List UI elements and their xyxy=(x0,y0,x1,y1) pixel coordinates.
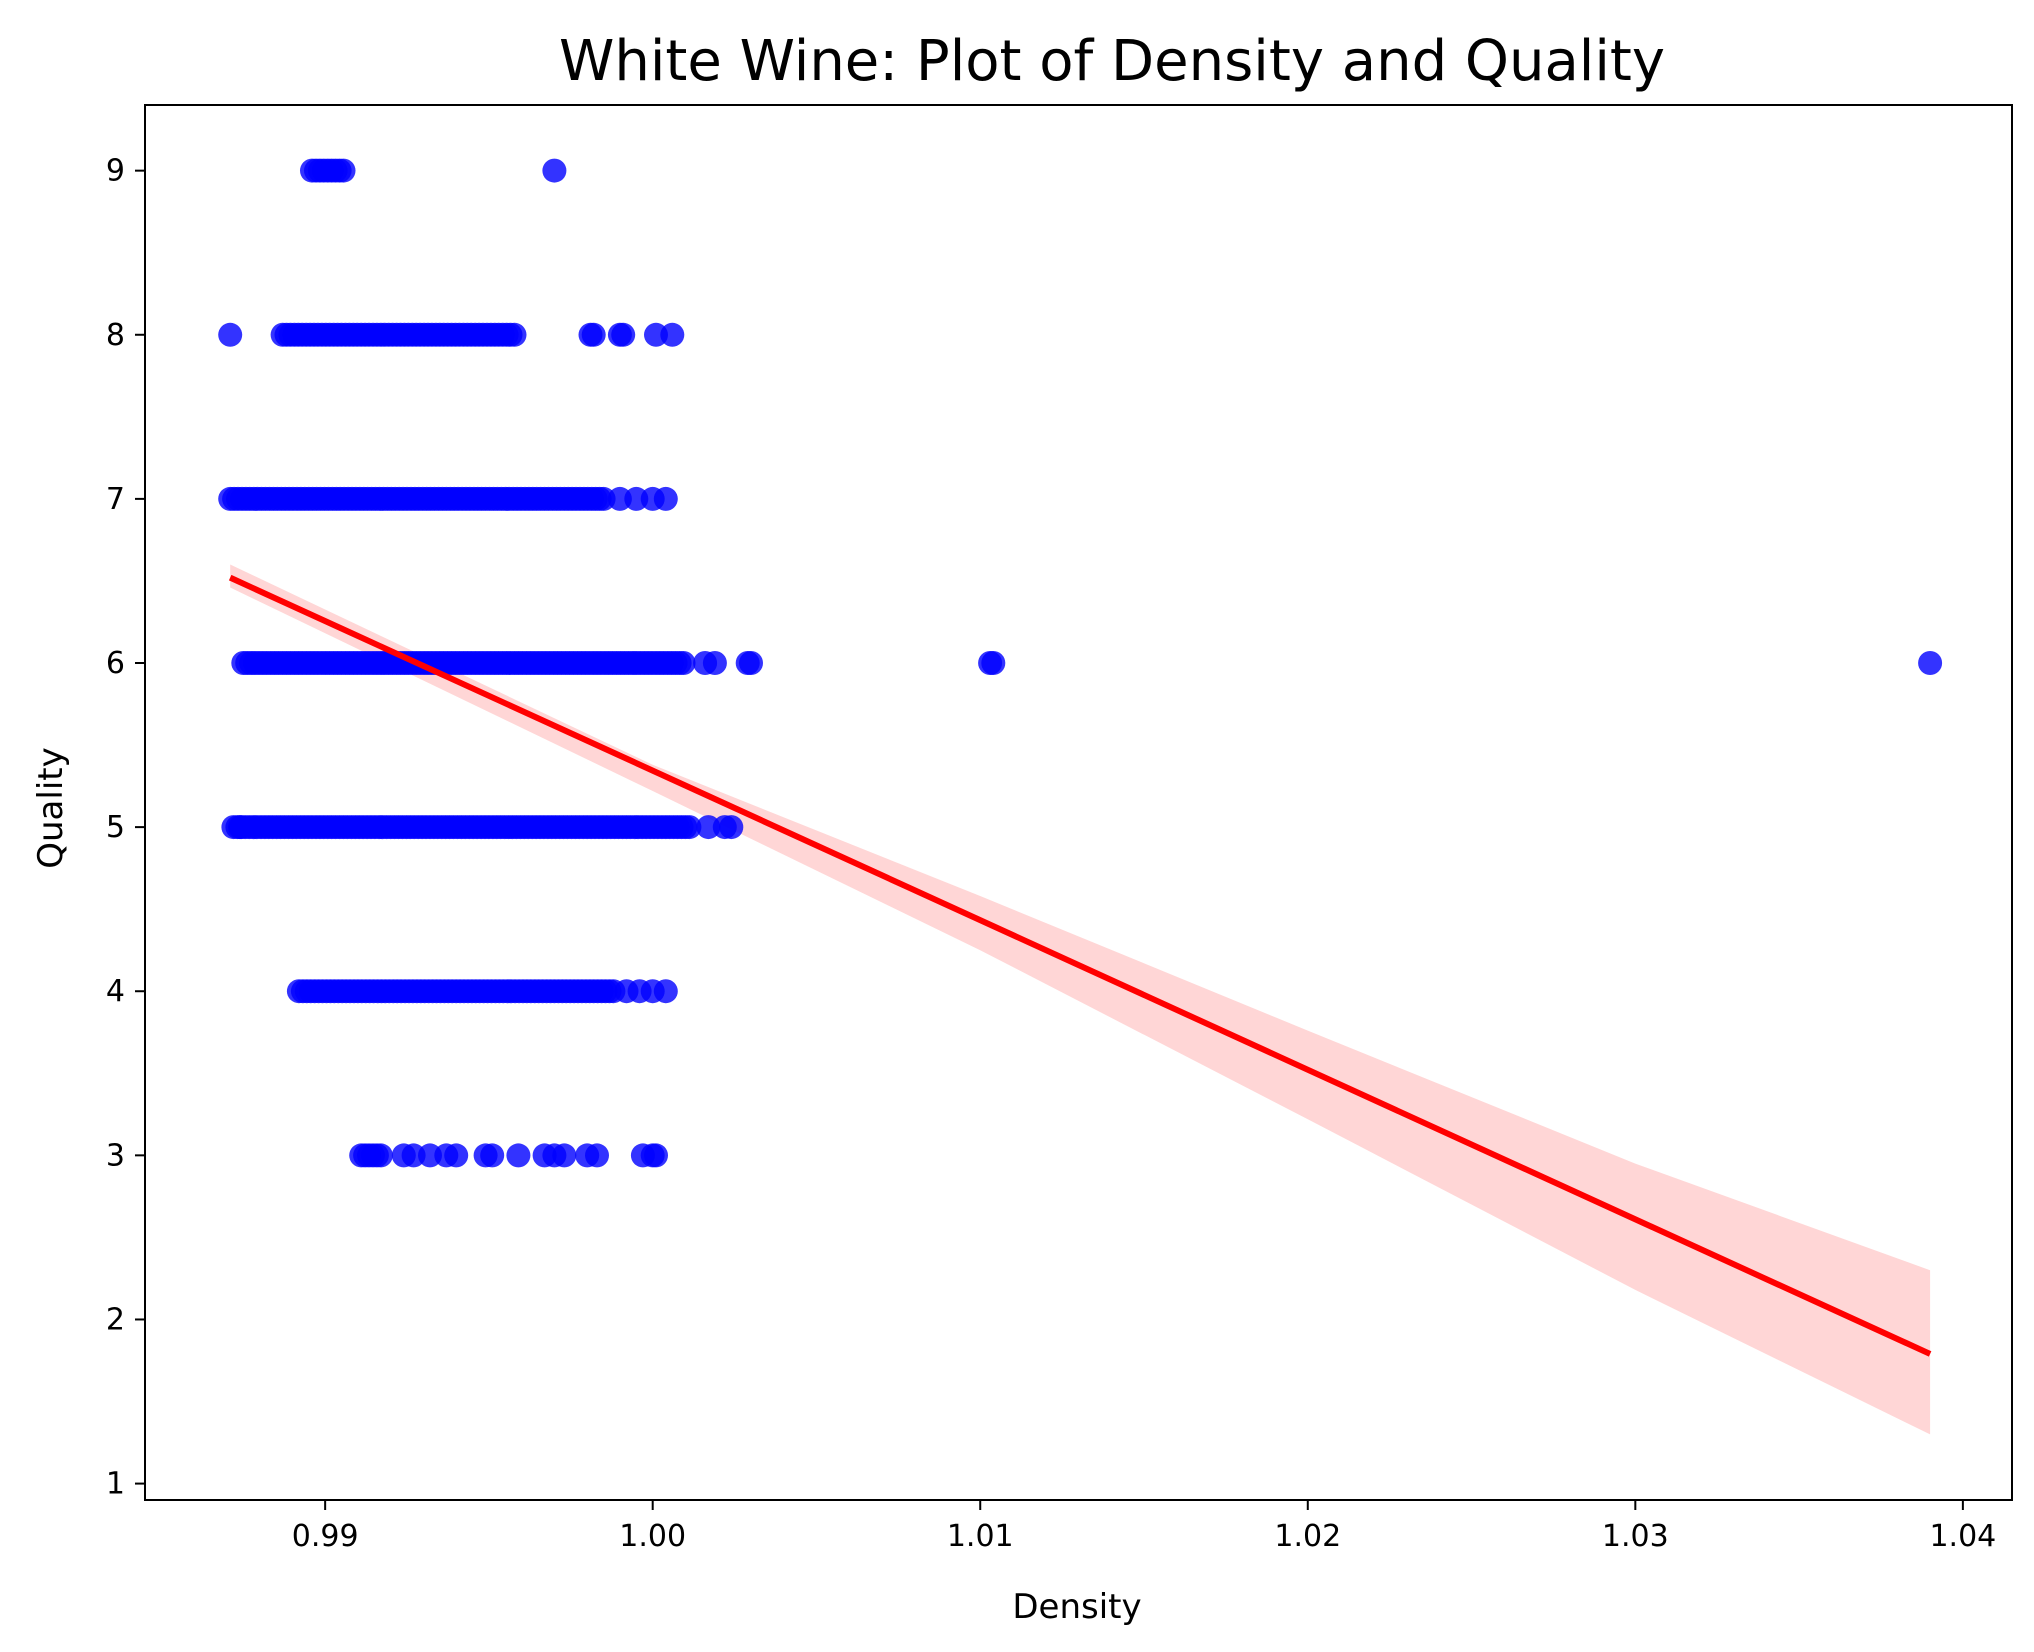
data-point xyxy=(653,486,678,511)
data-point xyxy=(581,322,606,347)
data-point xyxy=(607,486,632,511)
data-point xyxy=(218,322,243,347)
y-tick-label: 8 xyxy=(106,318,125,353)
data-point xyxy=(739,651,763,675)
y-tick-label: 6 xyxy=(106,646,125,681)
data-point xyxy=(653,979,678,1004)
y-tick-label: 7 xyxy=(106,482,125,517)
axes-layer: 0.99 1.00 1.01 1.02 1.03 1.04 1 2 3 4 5 6 7 8 9 xyxy=(106,104,2013,1554)
data-point xyxy=(660,322,685,347)
data-point xyxy=(702,651,727,675)
points-layer xyxy=(218,158,1943,1168)
data-point xyxy=(502,322,527,347)
y-tick-label: 2 xyxy=(106,1302,125,1337)
y-tick-label: 4 xyxy=(106,974,125,1009)
y-tick-label: 9 xyxy=(106,154,125,189)
x-axis-label: Density xyxy=(1012,1587,1141,1627)
regression-line xyxy=(228,574,1932,1357)
data-point xyxy=(671,651,696,675)
data-point xyxy=(228,815,252,840)
x-tick-label: 1.04 xyxy=(1929,1519,1996,1554)
data-point xyxy=(401,1143,426,1168)
confidence-band-layer xyxy=(230,564,1931,1435)
data-point xyxy=(677,815,702,840)
y-axis-label: Quality xyxy=(31,747,71,869)
data-point xyxy=(552,1143,577,1168)
data-point xyxy=(981,651,1006,675)
x-tick-label: 1.00 xyxy=(619,1519,686,1554)
data-point xyxy=(611,322,636,347)
x-tick-label: 1.03 xyxy=(1602,1519,1669,1554)
y-tick-label: 1 xyxy=(106,1467,125,1502)
data-point xyxy=(644,1143,668,1168)
x-tick-label: 1.02 xyxy=(1274,1519,1341,1554)
data-point xyxy=(368,1143,393,1168)
confidence-band xyxy=(230,564,1931,1435)
plot-frame xyxy=(144,104,2013,1501)
regression-line-layer xyxy=(228,574,1932,1357)
data-point xyxy=(480,1143,505,1168)
data-point xyxy=(444,1143,469,1168)
data-point xyxy=(585,1143,609,1168)
data-point xyxy=(1918,651,1943,675)
data-point xyxy=(542,158,567,183)
data-point xyxy=(506,1143,531,1168)
data-point xyxy=(331,158,356,183)
y-tick-label: 3 xyxy=(106,1138,125,1173)
data-point xyxy=(696,815,721,840)
chart-title: White Wine: Plot of Density and Quality xyxy=(559,29,1665,94)
data-point xyxy=(624,486,649,511)
data-point xyxy=(719,815,744,840)
x-tick-label: 1.01 xyxy=(947,1519,1014,1554)
x-tick-label: 0.99 xyxy=(292,1519,359,1554)
y-tick-label: 5 xyxy=(106,810,125,845)
